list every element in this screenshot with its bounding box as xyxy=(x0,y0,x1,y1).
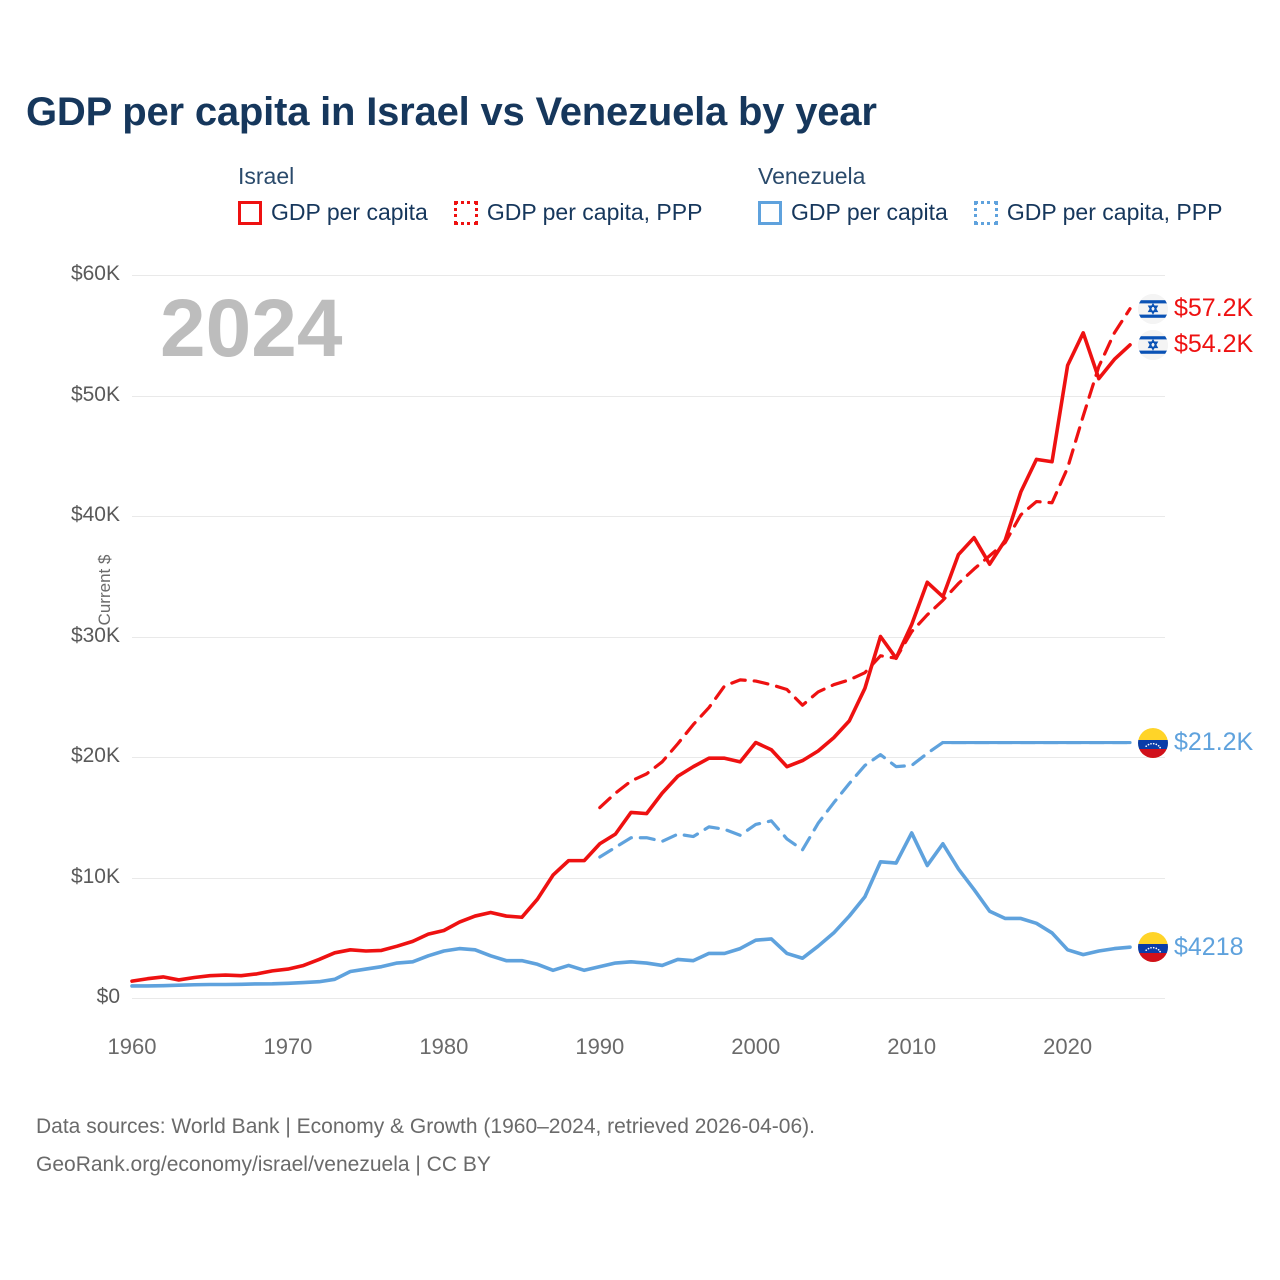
legend-country-label: Venezuela xyxy=(758,163,866,189)
y-axis-tick-label: $40K xyxy=(70,503,120,526)
plot-area: Current $ 2024 $0 $10K $20K $30K $40K $50K $60… xyxy=(0,250,1280,1060)
legend-item-label: GDP per capita, PPP xyxy=(1006,199,1223,225)
chart-legend: Israel GDP per capita GDP per capita, PP… xyxy=(238,163,1258,243)
gridline xyxy=(132,877,1165,879)
endpoint-value-label: $21.2K xyxy=(1174,728,1254,757)
y-axis-tick-label: $30K xyxy=(70,623,120,647)
endpoint-value-label: $57.2K xyxy=(1174,294,1254,323)
legend-group-israel: Israel GDP per capita GDP per capita, PP… xyxy=(238,163,702,226)
series-line xyxy=(130,831,1132,988)
gridline xyxy=(132,757,1165,758)
gridline xyxy=(132,516,1165,517)
x-axis-tick-label: 2020 xyxy=(1043,1034,1093,1059)
legend-swatch-dotted-icon xyxy=(973,200,998,225)
y-axis-tick-label: $0 xyxy=(96,985,120,1008)
israel-flag-icon xyxy=(1138,293,1168,324)
y-axis-tick-label: $20K xyxy=(70,744,120,767)
legend-country-label: Israel xyxy=(238,163,295,189)
endpoint-annotation: $54.2K xyxy=(1138,329,1254,360)
legend-item-venezuela-gdp[interactable]: GDP per capita xyxy=(758,199,948,226)
gridline xyxy=(132,998,1165,999)
legend-swatch-dotted-icon xyxy=(453,200,478,225)
legend-item-label: GDP per capita, PPP xyxy=(486,199,703,225)
series-line xyxy=(598,307,1132,810)
legend-item-label: GDP per capita xyxy=(271,199,428,225)
series-lines xyxy=(130,307,1132,988)
endpoint-annotation: $21.2K xyxy=(1138,727,1254,758)
y-axis-tick-label: $60K xyxy=(70,262,120,285)
venezuela-flag-icon xyxy=(1138,932,1168,963)
endpoint-annotation: $4218 xyxy=(1138,932,1244,963)
legend-item-israel-gdp-ppp[interactable]: GDP per capita, PPP xyxy=(453,199,703,226)
legend-item-label: GDP per capita xyxy=(791,199,948,225)
endpoint-value-label: $4218 xyxy=(1174,932,1244,961)
x-axis-tick-label: 1990 xyxy=(575,1034,625,1059)
watermark-year: 2024 xyxy=(160,283,343,374)
footer-attribution: GeoRank.org/economy/israel/venezuela | C… xyxy=(36,1153,491,1176)
israel-flag-icon xyxy=(1138,329,1168,360)
page-title: GDP per capita in Israel vs Venezuela by… xyxy=(26,90,877,134)
x-axis-tick-label: 2000 xyxy=(731,1034,781,1059)
gridline xyxy=(132,636,1165,638)
endpoint-annotation: $57.2K xyxy=(1138,293,1254,324)
footer-data-sources: Data sources: World Bank | Economy & Gro… xyxy=(36,1115,815,1138)
x-axis-tick-label: 1980 xyxy=(419,1034,469,1059)
y-axis-tick-label: $50K xyxy=(70,382,120,406)
venezuela-flag-icon xyxy=(1138,727,1168,758)
x-axis-tick-label: 2010 xyxy=(887,1034,937,1059)
endpoint-value-label: $54.2K xyxy=(1174,330,1254,359)
legend-item-venezuela-gdp-ppp[interactable]: GDP per capita, PPP xyxy=(973,199,1223,226)
footer: Data sources: World Bank | Economy & Gro… xyxy=(36,1108,1236,1184)
gridline xyxy=(132,275,1165,276)
series-line xyxy=(598,740,1132,859)
x-axis-tick-label: 1960 xyxy=(107,1034,157,1059)
legend-group-venezuela: Venezuela GDP per capita GDP per capita,… xyxy=(758,163,1222,226)
series-line xyxy=(130,331,1132,983)
legend-swatch-solid-icon xyxy=(238,200,262,225)
legend-swatch-solid-icon xyxy=(758,200,782,225)
y-axis-tick-label: $10K xyxy=(70,864,120,888)
legend-item-israel-gdp[interactable]: GDP per capita xyxy=(238,199,428,226)
x-axis-tick-label: 1970 xyxy=(263,1034,313,1059)
gridline xyxy=(132,395,1165,397)
